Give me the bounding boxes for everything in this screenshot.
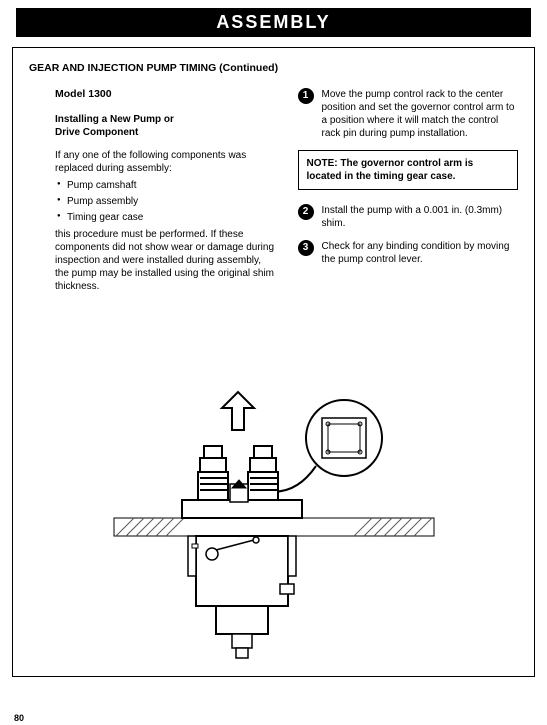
mounting-rail xyxy=(114,518,434,536)
list-item: Pump camshaft xyxy=(57,179,276,192)
left-column: Model 1300 Installing a New Pump or Driv… xyxy=(29,88,276,297)
step-number-badge: 1 xyxy=(298,88,314,104)
model-label: Model 1300 xyxy=(55,88,276,100)
step-text: Check for any binding condition by movin… xyxy=(322,240,519,266)
pump-body xyxy=(182,446,302,658)
list-item: Pump assembly xyxy=(57,195,276,208)
step-text: Install the pump with a 0.001 in. (0.3mm… xyxy=(322,204,519,230)
step-1: 1 Move the pump control rack to the cent… xyxy=(298,88,519,140)
callout-detail xyxy=(262,400,382,496)
step-number-badge: 2 xyxy=(298,204,314,220)
sub-heading-line1: Installing a New Pump or xyxy=(55,114,174,125)
sub-heading-line2: Drive Component xyxy=(55,127,138,138)
bullet-list: Pump camshaft Pump assembly Timing gear … xyxy=(55,179,276,224)
right-column: 1 Move the pump control rack to the cent… xyxy=(298,88,519,297)
content-columns: Model 1300 Installing a New Pump or Driv… xyxy=(29,88,518,297)
up-arrow-icon xyxy=(222,392,254,430)
pump-diagram-svg xyxy=(104,388,444,668)
header-bar: ASSEMBLY xyxy=(16,8,531,37)
step-3: 3 Check for any binding condition by mov… xyxy=(298,240,519,266)
note-box: NOTE: The governor control arm is locate… xyxy=(298,150,519,190)
page-border: GEAR AND INJECTION PUMP TIMING (Continue… xyxy=(12,47,535,677)
figure-pump-diagram xyxy=(13,388,534,671)
step-2: 2 Install the pump with a 0.001 in. (0.3… xyxy=(298,204,519,230)
step-number-badge: 3 xyxy=(298,240,314,256)
page-number: 80 xyxy=(14,713,24,723)
note-text: NOTE: The governor control arm is locate… xyxy=(307,158,474,182)
list-item: Timing gear case xyxy=(57,211,276,224)
sub-heading: Installing a New Pump or Drive Component xyxy=(55,114,276,139)
section-title: GEAR AND INJECTION PUMP TIMING (Continue… xyxy=(29,62,518,74)
step-text: Move the pump control rack to the center… xyxy=(322,88,519,140)
intro-paragraph: If any one of the following components w… xyxy=(55,149,276,175)
after-paragraph: this procedure must be performed. If the… xyxy=(55,228,276,293)
